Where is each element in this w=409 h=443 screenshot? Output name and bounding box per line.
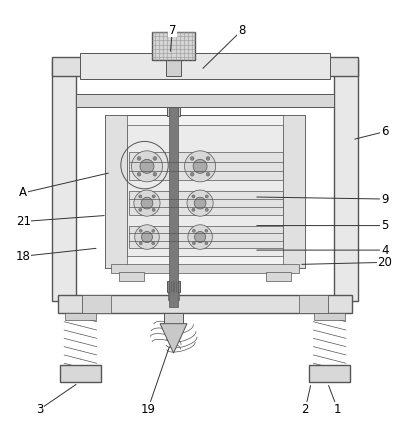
Bar xyxy=(127,125,282,256)
Text: A: A xyxy=(19,187,27,199)
Text: 18: 18 xyxy=(16,250,31,263)
Bar xyxy=(167,107,179,116)
Text: 19: 19 xyxy=(140,403,155,416)
Text: 21: 21 xyxy=(16,215,31,228)
Circle shape xyxy=(153,156,156,160)
Bar xyxy=(167,292,179,300)
Circle shape xyxy=(151,229,154,232)
Text: 2: 2 xyxy=(301,403,308,416)
Circle shape xyxy=(187,190,213,216)
Bar xyxy=(169,107,177,307)
Bar xyxy=(282,115,304,268)
Bar xyxy=(65,313,96,320)
Bar xyxy=(308,365,349,382)
Circle shape xyxy=(184,151,215,182)
Circle shape xyxy=(206,156,209,160)
Bar xyxy=(82,295,111,314)
Bar xyxy=(165,60,180,77)
Bar xyxy=(151,32,194,60)
Text: 5: 5 xyxy=(380,219,388,232)
Bar xyxy=(119,272,144,281)
Circle shape xyxy=(153,172,156,176)
Text: 4: 4 xyxy=(380,244,388,256)
Polygon shape xyxy=(160,324,187,353)
Bar xyxy=(129,226,282,248)
Text: 8: 8 xyxy=(238,24,245,37)
Circle shape xyxy=(190,172,193,176)
Circle shape xyxy=(192,229,195,232)
Text: 20: 20 xyxy=(376,256,391,269)
Circle shape xyxy=(151,242,154,245)
Circle shape xyxy=(204,195,208,198)
Circle shape xyxy=(187,225,212,249)
Text: 6: 6 xyxy=(380,125,388,138)
Text: 9: 9 xyxy=(380,193,388,206)
Circle shape xyxy=(191,208,195,211)
Circle shape xyxy=(138,195,142,198)
Circle shape xyxy=(152,208,155,211)
Circle shape xyxy=(141,197,153,209)
Bar xyxy=(76,94,333,107)
Circle shape xyxy=(137,156,141,160)
Text: 7: 7 xyxy=(168,24,175,37)
Circle shape xyxy=(194,197,205,209)
Circle shape xyxy=(194,232,205,243)
Bar xyxy=(129,152,282,180)
Bar xyxy=(111,264,298,272)
Circle shape xyxy=(139,242,142,245)
Circle shape xyxy=(137,172,141,176)
Circle shape xyxy=(135,225,159,249)
Text: 3: 3 xyxy=(36,403,43,416)
Circle shape xyxy=(141,232,152,243)
Circle shape xyxy=(138,208,142,211)
Circle shape xyxy=(152,195,155,198)
Circle shape xyxy=(134,190,160,216)
Bar xyxy=(313,313,344,320)
Circle shape xyxy=(139,229,142,232)
Bar xyxy=(265,272,290,281)
Circle shape xyxy=(204,208,208,211)
Bar xyxy=(52,60,76,301)
Circle shape xyxy=(190,156,193,160)
Circle shape xyxy=(191,195,195,198)
Bar xyxy=(166,281,180,292)
Circle shape xyxy=(131,151,162,182)
Bar xyxy=(164,314,182,324)
Bar xyxy=(333,60,357,301)
Bar xyxy=(129,191,282,215)
Bar xyxy=(105,115,127,268)
Bar xyxy=(80,53,329,79)
Circle shape xyxy=(206,172,209,176)
Bar xyxy=(58,295,351,314)
Circle shape xyxy=(192,242,195,245)
Bar xyxy=(298,295,327,314)
Bar xyxy=(52,57,357,77)
Text: 1: 1 xyxy=(333,403,341,416)
Circle shape xyxy=(204,242,207,245)
Bar xyxy=(60,365,101,382)
Circle shape xyxy=(193,159,207,173)
Circle shape xyxy=(204,229,207,232)
Bar xyxy=(105,115,304,268)
Circle shape xyxy=(139,159,154,173)
